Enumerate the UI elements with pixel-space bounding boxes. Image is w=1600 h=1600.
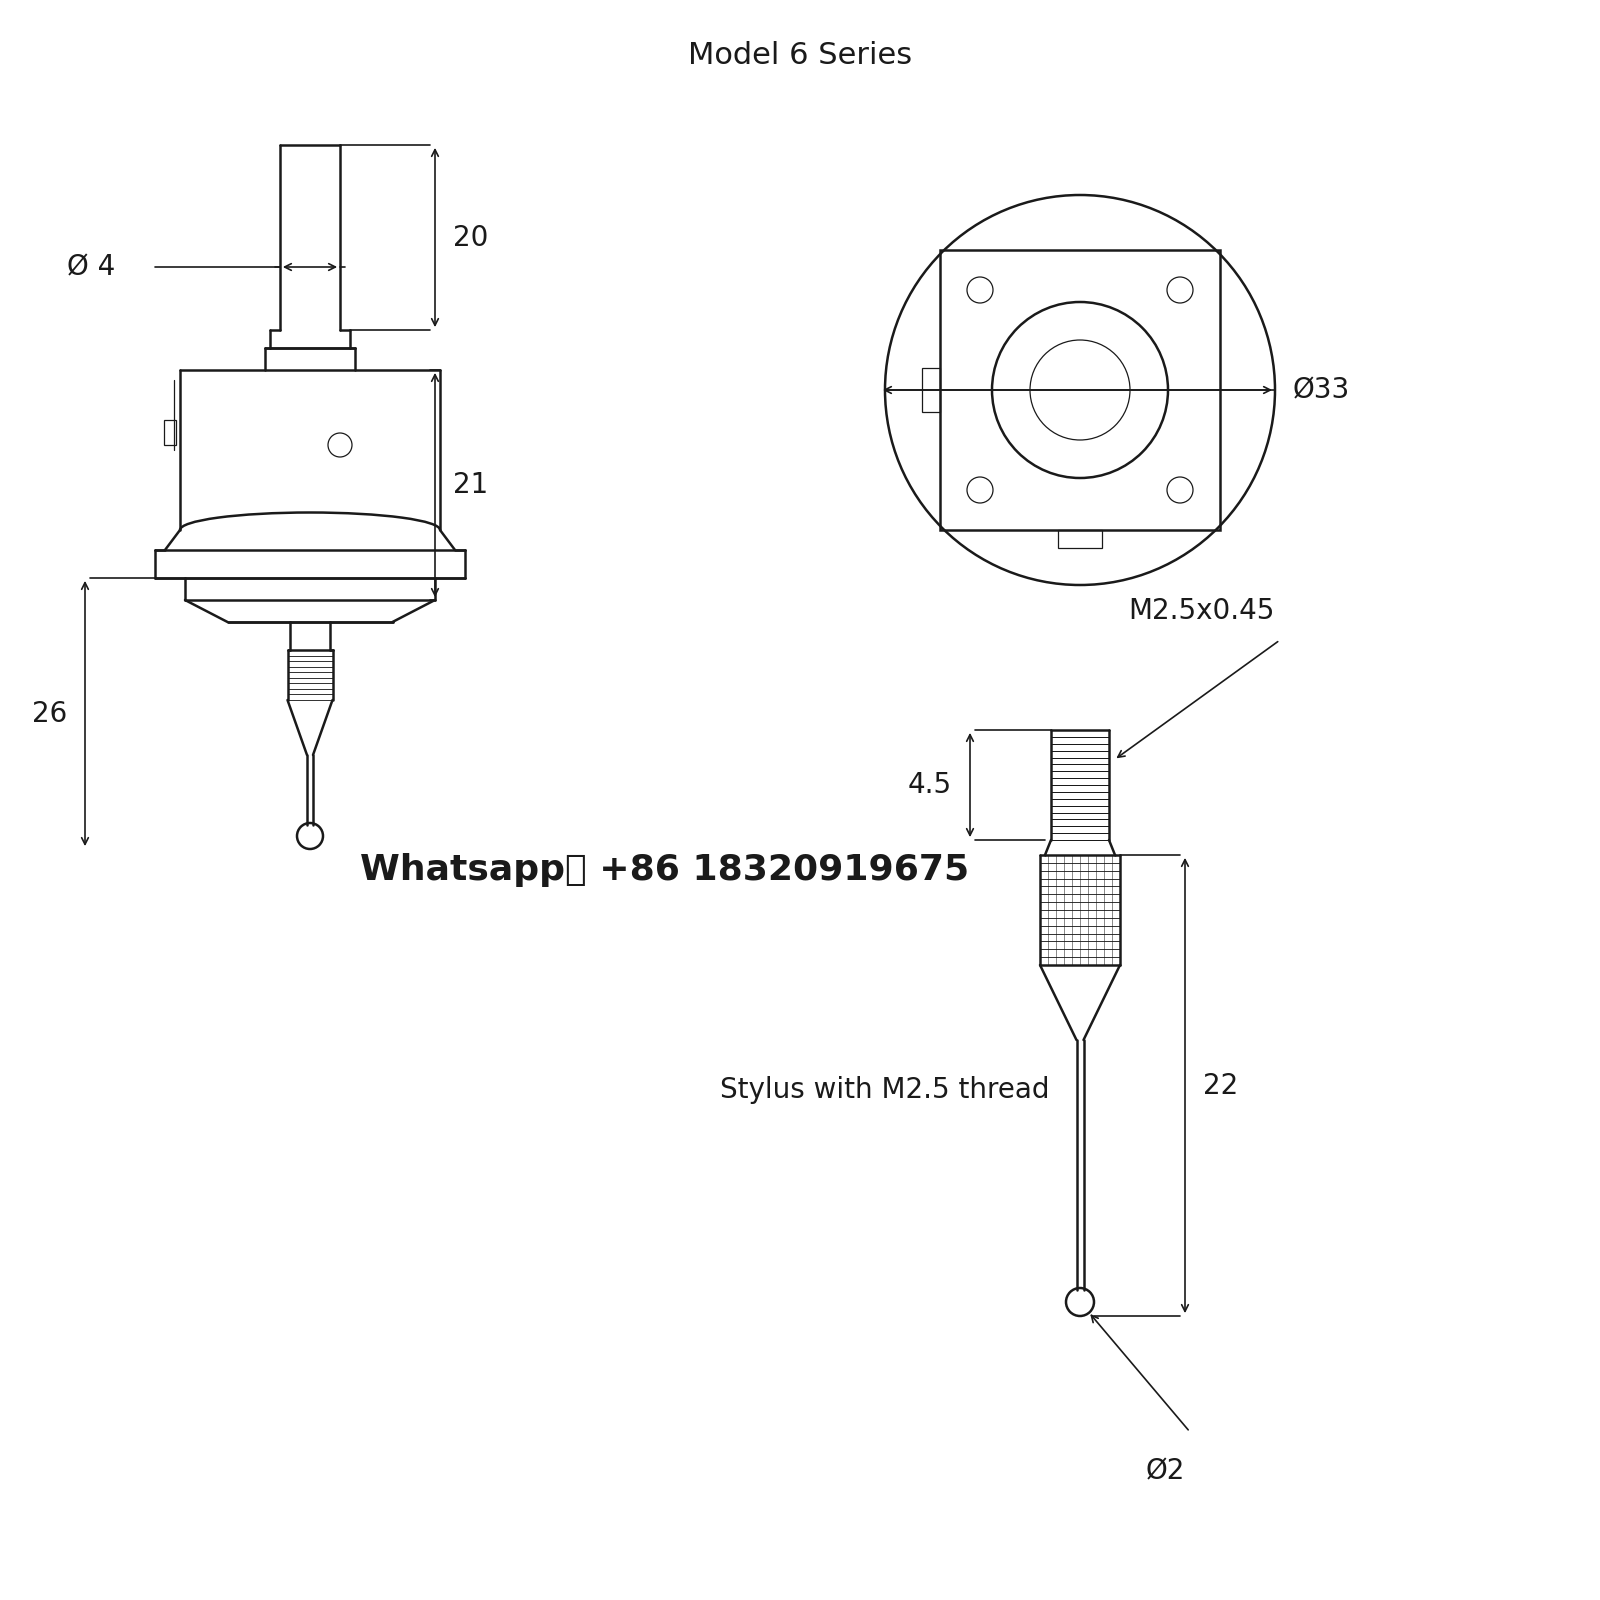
Bar (165, 419, 176, 445)
Text: 22: 22 (1203, 1072, 1238, 1099)
Text: Ø2: Ø2 (1146, 1458, 1184, 1485)
Bar (1058, 530, 1102, 547)
Text: Ø33: Ø33 (1293, 376, 1350, 403)
Text: Model 6 Series: Model 6 Series (688, 40, 912, 69)
Text: 21: 21 (453, 470, 488, 499)
Text: 20: 20 (453, 224, 488, 251)
Text: Ø 4: Ø 4 (67, 253, 115, 282)
Bar (922, 368, 941, 411)
Text: M2.5x0.45: M2.5x0.45 (1128, 597, 1275, 626)
Text: Whatsapp： +86 18320919675: Whatsapp： +86 18320919675 (360, 853, 970, 886)
Text: 4.5: 4.5 (907, 771, 952, 798)
Text: 26: 26 (32, 699, 67, 728)
Text: Stylus with M2.5 thread: Stylus with M2.5 thread (720, 1075, 1050, 1104)
Bar (941, 250, 1221, 530)
